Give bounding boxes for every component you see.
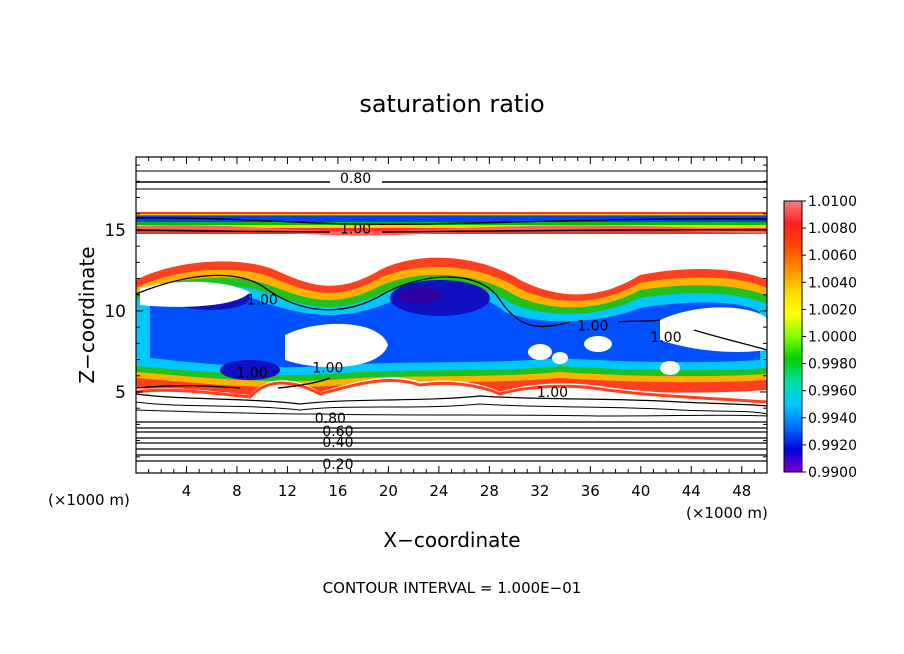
contour-label: 1.00 xyxy=(312,361,343,377)
colorbar-tick-label: 1.0060 xyxy=(808,248,857,264)
colorbar-tick-label: 1.0020 xyxy=(808,302,857,318)
contour-label: 0.20 xyxy=(322,457,353,473)
y-tick-labels: 5 10 15 xyxy=(104,221,126,403)
subsaturated-pockets xyxy=(140,281,767,375)
contour-label: 0.60 xyxy=(322,424,353,440)
x-tick-label: 28 xyxy=(480,482,499,500)
y-axis-label: Z−coordinate xyxy=(75,246,99,383)
axis-ticks xyxy=(136,157,767,473)
x-tick-label: 40 xyxy=(631,482,650,500)
colorbar-tick-label: 0.9960 xyxy=(808,384,857,400)
colorbar-tick-label: 0.9980 xyxy=(808,357,857,373)
contour-label: 1.00 xyxy=(247,293,278,309)
y-tick-label: 5 xyxy=(115,383,126,403)
x-tick-label: 48 xyxy=(732,482,751,500)
contour-label: 1.00 xyxy=(237,366,268,382)
x-tick-label: 20 xyxy=(379,482,398,500)
contour-label: 1.00 xyxy=(537,385,568,401)
x-tick-label: 24 xyxy=(429,482,448,500)
x-unit-left: (×1000 m) xyxy=(48,491,130,509)
colorbar-tick-label: 1.0100 xyxy=(808,194,857,210)
x-tick-labels: 4 8 12 16 20 24 28 32 36 40 44 48 xyxy=(182,482,752,500)
chart-title: saturation ratio xyxy=(359,90,544,118)
x-axis-label: X−coordinate xyxy=(383,528,520,552)
contour-label: 1.00 xyxy=(650,330,681,346)
x-tick-label: 36 xyxy=(581,482,600,500)
x-unit-right: (×1000 m) xyxy=(686,504,768,522)
colorbar xyxy=(783,200,803,473)
colorbar-tick-label: 0.9920 xyxy=(808,438,857,454)
colorbar-tick-label: 0.9940 xyxy=(808,411,857,427)
x-tick-label: 4 xyxy=(182,482,192,500)
colorbar-tick-label: 0.9900 xyxy=(808,465,857,481)
contour-label-group: 0.801.001.001.001.001.00 1.001.000.800.60… xyxy=(237,171,682,473)
contour-label: 1.00 xyxy=(577,319,608,335)
colorbar-labels: 1.0100 1.0080 1.0060 1.0040 1.0020 1.0000 0.99… xyxy=(802,194,857,481)
contour-lines xyxy=(136,170,767,462)
contour-label: 0.80 xyxy=(315,411,346,427)
contour-interval-note: CONTOUR INTERVAL = 1.000E−01 xyxy=(323,579,582,597)
contour-label: 0.40 xyxy=(322,435,353,451)
x-tick-label: 12 xyxy=(278,482,297,500)
plot-area xyxy=(136,157,767,473)
x-tick-label: 32 xyxy=(530,482,549,500)
contour-label: 1.00 xyxy=(340,221,371,237)
x-tick-label: 44 xyxy=(682,482,701,500)
colorbar-gradient xyxy=(783,200,803,473)
colorbar-tick-label: 1.0040 xyxy=(808,275,857,291)
x-tick-label: 16 xyxy=(328,482,347,500)
y-tick-label: 15 xyxy=(104,221,126,241)
y-tick-label: 10 xyxy=(104,302,126,322)
x-tick-label: 8 xyxy=(232,482,242,500)
colorbar-tick-label: 1.0080 xyxy=(808,221,857,237)
colorbar-tick-label: 1.0000 xyxy=(808,330,857,346)
contour-label: 0.80 xyxy=(340,171,371,187)
